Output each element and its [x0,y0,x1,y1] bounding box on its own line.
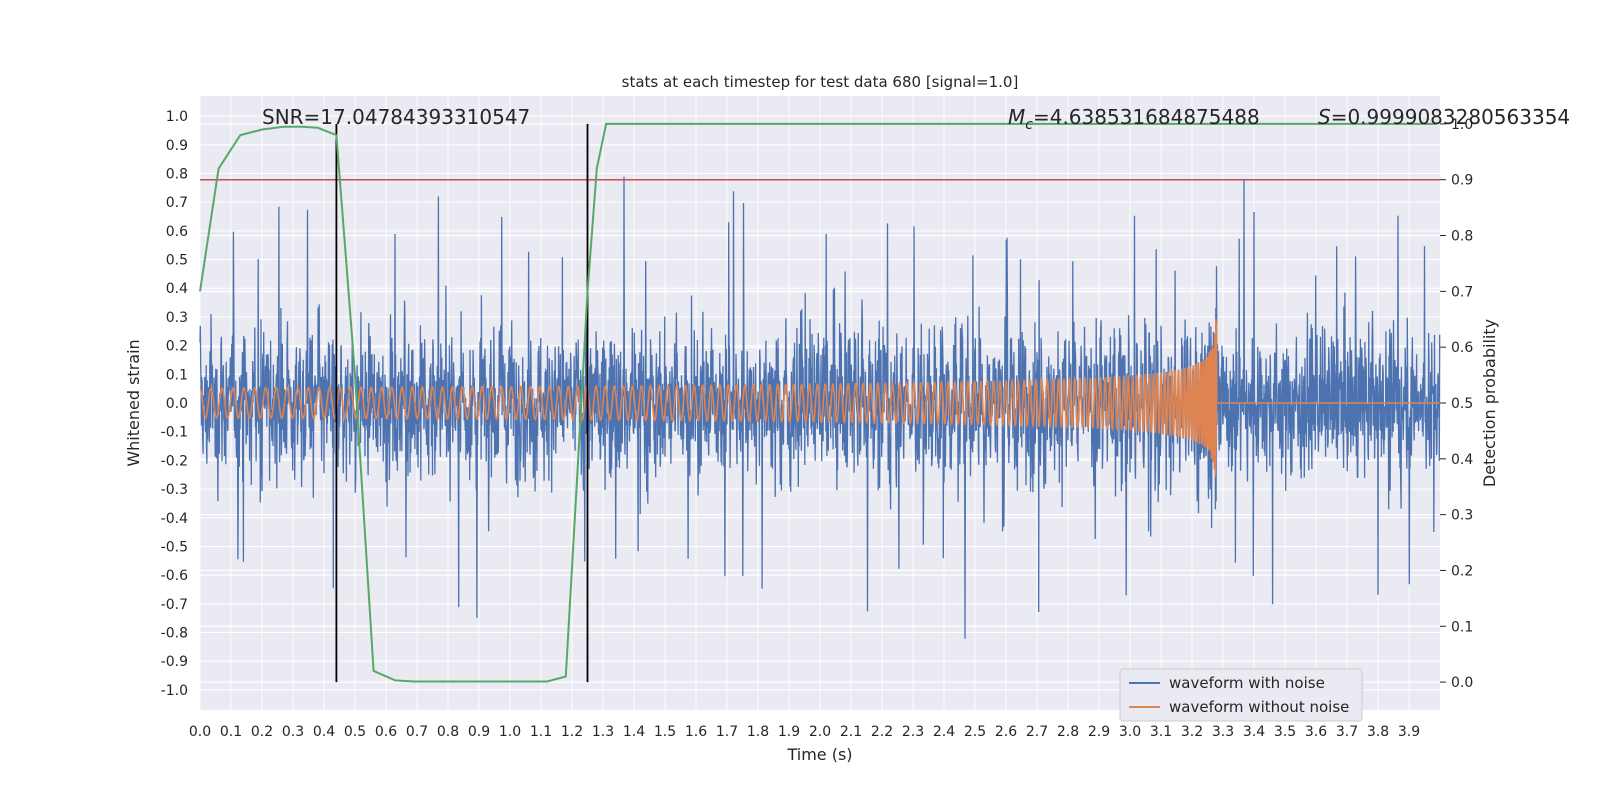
x-tick-label: 3.8 [1367,724,1389,740]
x-tick-label: 2.9 [1088,724,1110,740]
x-tick-label: 2.8 [1057,724,1079,740]
x-tick-label: 2.3 [902,724,924,740]
spin-symbol: S [1318,105,1331,129]
y-axis-label-right: Detection probability [1480,319,1499,487]
y-tick-label-left: 0.1 [166,367,188,383]
x-tick-label: 3.9 [1398,724,1420,740]
tick-labels: 0.0 0.1 0.2 0.3 0.4 0.5 0.6 0.7 0.8 0.9 1.0 1.1 1.2 1… [161,109,1474,740]
y-tick-label-left: -1.0 [161,683,188,699]
x-tick-label: 2.5 [964,724,986,740]
x-tick-label: 0.8 [437,724,459,740]
spin-value: =0.9999083280563354 [1331,105,1570,129]
x-tick-label: 2.0 [809,724,831,740]
y-tick-label-left: 0.0 [166,396,188,412]
chart-title: stats at each timestep for test data 680… [622,73,1019,91]
x-tick-label: 0.4 [313,724,335,740]
y-tick-label-left: 0.4 [166,281,188,297]
x-tick-label: 3.3 [1212,724,1234,740]
y-tick-label-left: -0.6 [161,568,188,584]
y-tick-label-left: 0.6 [166,224,188,240]
x-tick-label: 1.3 [592,724,614,740]
y-tick-label-left: 0.8 [166,166,188,182]
x-tick-label: 1.5 [654,724,676,740]
x-tick-label: 1.4 [623,724,645,740]
y-tick-label-left: 0.5 [166,253,188,269]
x-tick-label: 3.2 [1181,724,1203,740]
y-tick-label-left: -0.9 [161,654,188,670]
y-tick-label-left: 0.3 [166,310,188,326]
x-tick-label: 3.5 [1274,724,1296,740]
y-tick-label-right: 0.0 [1451,675,1473,691]
overlays [199,122,1440,683]
y-tick-label-left: -0.1 [161,425,188,441]
snr-annotation: SNR=17.04784393310547 [262,105,530,129]
y-tick-label-right: 0.8 [1451,229,1473,245]
legend: waveform with noise waveform without noi… [1119,668,1363,722]
x-tick-label: 2.1 [840,724,862,740]
y-tick-label-right: 0.7 [1451,284,1473,300]
x-tick-label: 2.2 [871,724,893,740]
x-tick-label: 1.8 [747,724,769,740]
legend-box [1119,668,1363,722]
x-tick-label: 0.6 [375,724,397,740]
x-tick-label: 3.4 [1243,724,1265,740]
x-tick-label: 3.1 [1150,724,1172,740]
y-tick-label-left: 1.0 [166,109,188,125]
x-tick-label: 2.4 [933,724,955,740]
x-tick-label: 0.0 [189,724,211,740]
x-tick-label: 3.0 [1119,724,1141,740]
y-tick-label-right: 0.6 [1451,340,1473,356]
y-tick-label-left: 0.7 [166,195,188,211]
x-tick-label: 2.7 [1026,724,1048,740]
x-tick-label: 3.6 [1305,724,1327,740]
y-tick-label-right: 0.2 [1451,563,1473,579]
chirp-mass-subscript: c [1025,117,1033,133]
x-tick-label: 2.6 [995,724,1017,740]
x-tick-label: 0.7 [406,724,428,740]
x-tick-label: 0.3 [282,724,304,740]
y-tick-label-right: 0.3 [1451,508,1473,524]
legend-label-noise: waveform with noise [1169,674,1325,692]
y-tick-label-left: 0.2 [166,339,188,355]
series-detection-probability [199,122,1437,683]
y-tick-label-right: 0.9 [1451,173,1473,189]
y-tick-label-left: 0.9 [166,138,188,154]
y-tick-label-left: -0.4 [161,511,188,527]
chirp-mass-symbol: M [1008,105,1025,129]
y-tick-label-left: -0.3 [161,482,188,498]
x-tick-label: 1.9 [778,724,800,740]
y-tick-label-right: 0.4 [1451,452,1473,468]
y-tick-label-left: -0.7 [161,597,188,613]
y-tick-label-left: -0.2 [161,453,188,469]
x-tick-label: 3.7 [1336,724,1358,740]
x-tick-label: 0.2 [251,724,273,740]
y-tick-label-left: -0.8 [161,626,188,642]
x-tick-label: 1.7 [716,724,738,740]
x-tick-label: 1.1 [530,724,552,740]
x-tick-label: 0.9 [468,724,490,740]
x-tick-label: 0.1 [220,724,242,740]
chirp-mass-value: =4.638531684875488 [1033,105,1260,129]
spin-annotation: S=0.9999083280563354 [1318,105,1570,129]
y-tick-label-right: 0.1 [1451,619,1473,635]
y-axis-label-left: Whitened strain [124,339,143,466]
x-tick-label: 0.5 [344,724,366,740]
series-group [199,176,1441,639]
x-tick-label: 1.0 [499,724,521,740]
x-tick-label: 1.2 [561,724,583,740]
y-tick-label-left: -0.5 [161,539,188,555]
y-tick-label-right: 0.5 [1451,396,1473,412]
chirp-mass-annotation: Mc=4.638531684875488 [1008,105,1260,133]
x-tick-label: 1.6 [685,724,707,740]
y-tick-label-right: 1.0 [1451,117,1473,133]
series-waveform-without-noise [199,318,1440,477]
legend-label-clean: waveform without noise [1169,698,1349,716]
x-axis-label: Time (s) [786,745,852,764]
